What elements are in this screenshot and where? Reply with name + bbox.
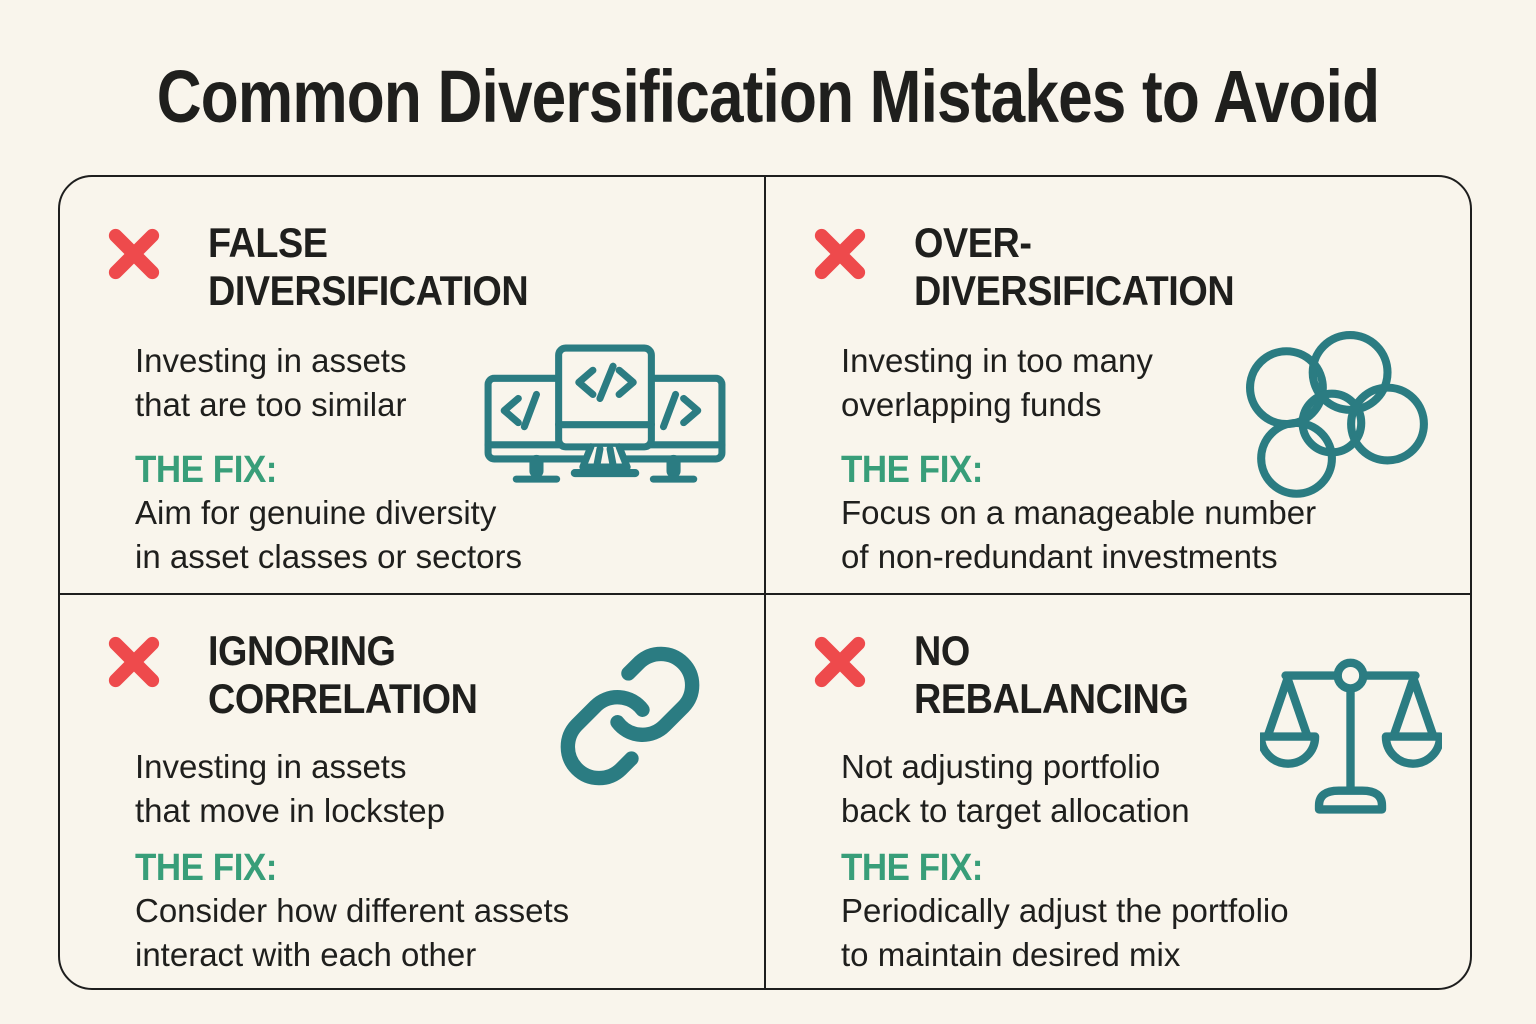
fix-line: in asset classes or sectors	[135, 538, 522, 575]
fix-label: THE FIX:	[135, 847, 277, 889]
fix-line: Focus on a manageable number	[841, 494, 1317, 531]
fix-description: Focus on a manageable number of non-redu…	[841, 491, 1316, 579]
fix-line: Consider how different assets	[135, 892, 570, 929]
heading-line: FALSE	[208, 219, 328, 266]
description-line: Investing in assets	[135, 748, 407, 785]
quadrant-false-diversification: FALSE DIVERSIFICATION Investing in asset…	[60, 177, 766, 595]
fix-line: Aim for genuine diversity	[135, 494, 497, 531]
mistake-heading: OVER- DIVERSIFICATION	[914, 219, 1235, 315]
mistake-description: Not adjusting portfolio back to target a…	[841, 745, 1190, 833]
fix-description: Consider how different assets interact w…	[135, 889, 569, 977]
heading-line: DIVERSIFICATION	[914, 267, 1235, 314]
description-line: that move in lockstep	[135, 792, 445, 829]
monitors-code-icon	[478, 340, 730, 486]
description-line: Investing in assets	[135, 342, 407, 379]
quadrant-over-diversification: OVER- DIVERSIFICATION Investing in too m…	[766, 177, 1470, 595]
fix-description: Aim for genuine diversity in asset class…	[135, 491, 522, 579]
chain-link-icon	[555, 641, 705, 791]
overlapping-circles-icon	[1246, 329, 1433, 501]
x-icon	[105, 225, 163, 283]
fix-description: Periodically adjust the portfolio to mai…	[841, 889, 1289, 977]
fix-label: THE FIX:	[841, 847, 983, 889]
x-icon	[811, 225, 869, 283]
balance-scale-icon	[1260, 651, 1442, 823]
description-line: that are too similar	[135, 386, 407, 423]
fix-label: THE FIX:	[841, 449, 983, 491]
heading-line: OVER-	[914, 219, 1032, 266]
heading-line: REBALANCING	[914, 675, 1189, 722]
x-icon	[811, 633, 869, 691]
heading-line: NO	[914, 627, 970, 674]
mistake-description: Investing in assets that move in lockste…	[135, 745, 445, 833]
description-line: overlapping funds	[841, 386, 1102, 423]
heading-line: IGNORING	[208, 627, 396, 674]
description-line: Not adjusting portfolio	[841, 748, 1161, 785]
mistake-description: Investing in too many overlapping funds	[841, 339, 1153, 427]
quadrant-ignoring-correlation: IGNORING CORRELATION Investing in assets…	[60, 595, 766, 988]
x-icon	[105, 633, 163, 691]
description-line: back to target allocation	[841, 792, 1190, 829]
fix-line: interact with each other	[135, 936, 477, 973]
fix-label: THE FIX:	[135, 449, 277, 491]
heading-line: DIVERSIFICATION	[208, 267, 529, 314]
heading-line: CORRELATION	[208, 675, 478, 722]
mistake-description: Investing in assets that are too similar	[135, 339, 406, 427]
fix-line: to maintain desired mix	[841, 936, 1181, 973]
quadrant-no-rebalancing: NO REBALANCING Not adjusting portfolio b…	[766, 595, 1470, 988]
fix-line: of non-redundant investments	[841, 538, 1278, 575]
description-line: Investing in too many	[841, 342, 1153, 379]
page-title: Common Diversification Mistakes to Avoid	[156, 55, 1380, 138]
mistake-heading: FALSE DIVERSIFICATION	[208, 219, 529, 315]
mistake-heading: IGNORING CORRELATION	[208, 627, 478, 723]
fix-line: Periodically adjust the portfolio	[841, 892, 1289, 929]
mistakes-grid: FALSE DIVERSIFICATION Investing in asset…	[58, 175, 1472, 990]
mistake-heading: NO REBALANCING	[914, 627, 1189, 723]
